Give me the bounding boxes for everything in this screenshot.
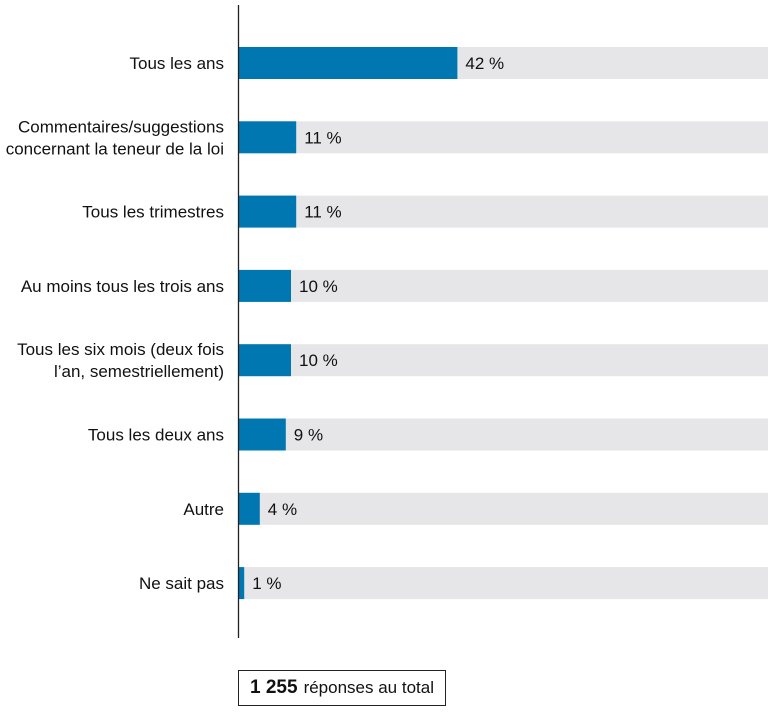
bar [239,492,260,525]
bar [239,418,286,451]
category-label: Ne sait pas [139,574,224,593]
bar-track [239,121,768,154]
category-label: Autre [183,500,224,519]
bar-chart: Tous les ans Commentaires/suggestions conc… [6,5,768,638]
bar [239,344,291,377]
bar-group [239,47,458,600]
value-label-group: 42 % 11 % 11 % 10 % 10 % 9 % 4 % 1 % [252,54,504,593]
category-label: concernant la teneur de la loi [6,139,224,158]
value-label: 11 % [304,203,342,222]
category-label: Commentaires/suggestions [18,117,224,136]
category-label: Au moins tous les trois ans [21,277,224,296]
bar [239,47,458,79]
bar [239,195,297,228]
value-label: 11 % [304,128,342,147]
category-label: Tous les deux ans [88,426,224,445]
bar-track [239,418,768,451]
bar [239,567,245,600]
value-label: 4 % [268,500,297,519]
value-label: 10 % [299,277,338,296]
bar-track [239,195,768,228]
value-label: 1 % [252,574,281,593]
value-label: 42 % [465,54,504,73]
bar [239,121,297,154]
category-label: Tous les six mois (deux fois [17,340,224,359]
total-text: réponses au total [303,678,434,697]
bar [239,269,291,302]
total-number: 1 255 [250,677,298,698]
total-responses-box: 1 255 réponses au total [238,670,446,706]
category-label-group: Tous les ans Commentaires/suggestions conc… [6,54,224,593]
category-label: Tous les trimestres [82,203,224,222]
bar-track [239,269,768,302]
value-label: 10 % [299,351,338,370]
value-label: 9 % [294,426,323,445]
bar-track [239,344,768,377]
bar-track [239,492,768,525]
track-group [239,47,768,600]
category-label: Tous les ans [130,54,225,73]
category-label: l’an, semestriellement) [54,362,224,381]
bar-track [239,567,768,600]
